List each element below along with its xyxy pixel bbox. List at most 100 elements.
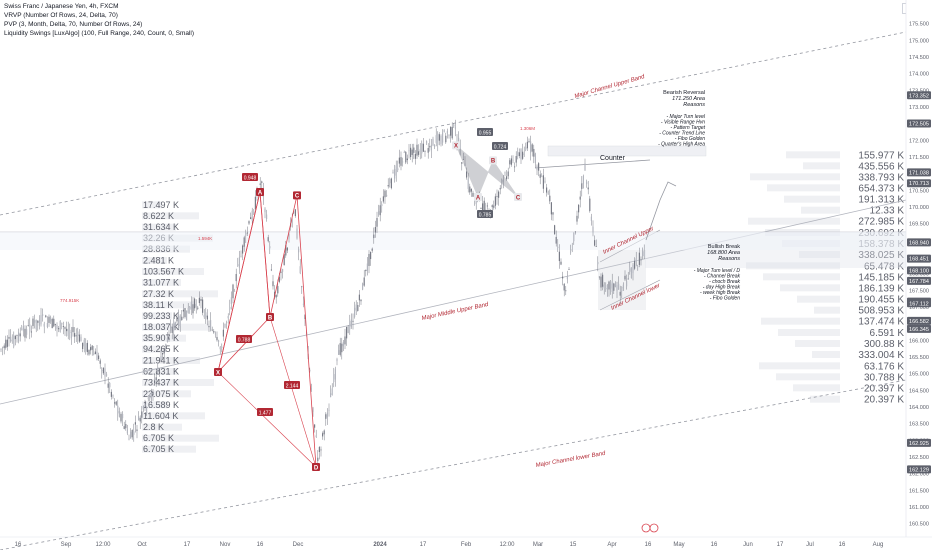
candle-body (141, 411, 143, 418)
candle-body (549, 195, 551, 202)
candle-body (126, 429, 128, 434)
volume-label: 338.025 K (858, 250, 904, 261)
candle-body (440, 135, 442, 145)
price-label-box[interactable] (907, 465, 931, 474)
candle-body (166, 338, 168, 342)
candle-body (370, 251, 372, 260)
inner-channel-lower[interactable] (599, 279, 661, 311)
candle-body (512, 159, 514, 161)
indicator-liquidity-swings[interactable]: Liquidity Swings [LuxAlgo] (100, Full Ra… (4, 30, 195, 37)
candle-body (624, 275, 626, 280)
candle-body (227, 316, 229, 319)
indicator-pvp[interactable]: PVP (3, Month, Delta, 70, Number Of Rows… (4, 21, 143, 28)
candle-body (144, 403, 146, 407)
volume-label: 18.037 K (143, 322, 179, 332)
candle-body (283, 254, 285, 266)
candle-body (598, 276, 600, 278)
candle-body (118, 411, 120, 417)
price-label-box[interactable] (907, 91, 931, 100)
pattern-point-box[interactable] (293, 191, 301, 200)
candle-body (194, 298, 196, 309)
candle-body (267, 237, 269, 242)
price-label-box[interactable] (907, 254, 931, 263)
candle-body (90, 347, 92, 351)
price-label-box[interactable] (907, 168, 931, 177)
pattern-point-box[interactable] (214, 368, 222, 376)
pattern-point-box[interactable] (489, 156, 497, 165)
candle-body (179, 316, 181, 327)
candle-body (107, 383, 109, 388)
price-label-box[interactable] (907, 316, 931, 325)
price-label-box[interactable] (907, 299, 931, 308)
candle-body (11, 339, 13, 342)
candle-body (251, 210, 253, 221)
volume-bar (810, 395, 840, 403)
price-label-box[interactable] (907, 324, 931, 333)
pattern-point-box[interactable] (266, 313, 274, 321)
candle-body (318, 446, 320, 453)
price-label-box[interactable] (907, 238, 931, 247)
candle-body (398, 157, 400, 164)
candle-body (240, 255, 242, 257)
candle-body (178, 314, 180, 329)
price-label-box[interactable] (907, 438, 931, 447)
candle-body (568, 269, 570, 270)
candle-body (509, 160, 511, 165)
candle-body (213, 331, 215, 333)
candle-body (88, 349, 90, 355)
x-tick-label: Aug (873, 542, 884, 548)
candle-body (411, 149, 413, 155)
price-label-box[interactable] (907, 179, 931, 188)
price-label-box[interactable] (907, 266, 931, 275)
pattern-point-box[interactable] (256, 188, 264, 196)
candle-body (333, 374, 335, 383)
pattern-point-box[interactable] (514, 193, 522, 201)
counter-trend-line[interactable] (534, 159, 651, 169)
pattern-point-box[interactable] (312, 463, 320, 471)
candle-body (507, 171, 509, 177)
candle-body (42, 314, 44, 317)
volume-bar (142, 412, 205, 420)
candle-body (62, 326, 64, 327)
volume-label: 190.455 K (858, 295, 904, 306)
volume-bar (746, 262, 840, 270)
candle-body (320, 449, 322, 451)
volume-bar (759, 362, 840, 370)
event-icon[interactable] (649, 523, 659, 533)
volume-bar (142, 345, 163, 353)
pattern-point-box[interactable] (452, 141, 460, 150)
x-tick-label: Feb (461, 542, 472, 548)
indicator-vrvp[interactable]: VRVP (Number Of Rows, 24, Delta, 70) (4, 12, 118, 19)
harmonic-pattern: X A B C D X A B C 0.948 0.788 1.477 2.144 0.955 0.724 0… (60, 126, 535, 471)
candle-body (446, 131, 448, 134)
volume-bar (803, 162, 840, 170)
x-tick-label: 17 (777, 542, 784, 548)
candle-body (462, 158, 464, 160)
candle-body (448, 135, 450, 136)
major-channel-lower-band[interactable] (0, 379, 907, 550)
volume-bar (797, 295, 840, 303)
candle-body (339, 343, 341, 355)
price-label-box[interactable] (907, 276, 931, 285)
bullish-title: Bullish Break (708, 244, 740, 250)
major-middle-upper-band[interactable] (0, 199, 907, 405)
candle-body (5, 339, 7, 348)
candle-body (328, 409, 330, 411)
volume-label: 6.705 K (143, 444, 174, 454)
event-icon[interactable] (641, 523, 651, 533)
major-channel-upper-band[interactable] (0, 31, 907, 216)
volume-label: 2.8 K (143, 422, 164, 432)
candle-body (27, 325, 29, 326)
price-label-box[interactable] (907, 119, 931, 128)
candle-body (453, 124, 455, 127)
pattern-point-box[interactable] (474, 193, 482, 201)
candle-body (32, 318, 34, 327)
candle-body (291, 218, 293, 224)
volume-bar (814, 306, 840, 314)
bullish-reason: - day High Break (703, 285, 741, 291)
candle-body (483, 200, 485, 214)
bearish-title: Bearish Reversal (663, 90, 705, 96)
bearish-area: 171.250 Area (672, 96, 705, 102)
candle-body (552, 212, 554, 215)
